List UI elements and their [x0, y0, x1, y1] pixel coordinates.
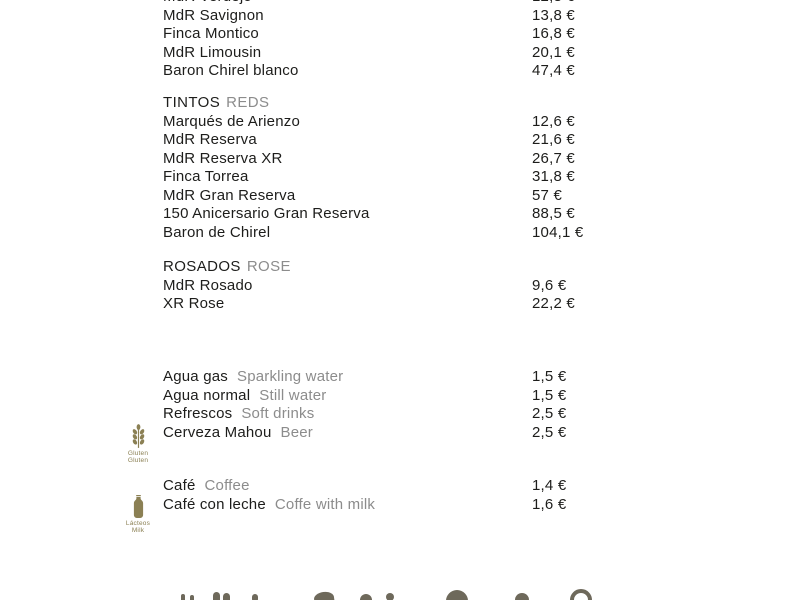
item-name: MdR Gran Reserva [163, 186, 296, 204]
item-name: Café [163, 477, 196, 494]
item-price: 12,8 € [532, 0, 575, 7]
item-name-en: Soft drinks [241, 405, 315, 422]
item-price: 21,6 € [532, 131, 575, 148]
item-price: 31,8 € [532, 168, 575, 185]
menu-item-row: MdR Reserva 21,6 € [163, 131, 683, 150]
allergen-icon [360, 594, 372, 600]
item-name: Finca Montico [163, 25, 259, 42]
allergen-icon [446, 590, 468, 600]
item-price: 20,1 € [532, 43, 575, 61]
section-red-wines: TINTOS REDS Marqués de Arienzo 12,6 € MdR Re… [163, 94, 683, 242]
gluten-wheat-icon [132, 424, 144, 448]
section-title-es: TINTOS [163, 94, 221, 111]
item-name: Baron Chirel blanco [163, 62, 299, 79]
menu-item-row: Finca Montico 16,8 € [163, 25, 683, 44]
menu-item-row: Café con leche Coffe with milk 1,6 € [163, 496, 683, 515]
item-price: 1,5 € [532, 386, 567, 404]
section-coffee: Café Coffee 1,4 € Café con leche Coffe with … [163, 477, 683, 514]
item-name: Café con leche [163, 495, 266, 513]
menu-item-row: Cerveza Mahou Beer 2,5 € [163, 424, 683, 443]
allergen-icon [181, 594, 185, 600]
item-price: 2,5 € [532, 423, 567, 441]
item-price: 13,8 € [532, 6, 575, 24]
menu-item-row: MdR Savignon 13,8 € [163, 7, 683, 26]
item-price: 26,7 € [532, 149, 575, 167]
menu-item-row: Baron Chirel blanco 47,4 € [163, 62, 683, 81]
milk-allergen-badge: Lácteos Milk [118, 495, 158, 534]
section-title-en: ROSE [246, 258, 291, 275]
item-price: 104,1 € [532, 223, 584, 241]
item-price: 57 € [532, 186, 562, 204]
item-name: Finca Torrea [163, 168, 249, 185]
menu-item-row: Agua gas Sparkling water 1,5 € [163, 368, 683, 387]
menu-item-row: MdR Verdejo 12,8 € [163, 0, 683, 7]
item-price: 88,5 € [532, 205, 575, 222]
menu-item-row: MdR Rosado 9,6 € [163, 277, 683, 296]
menu-item-row: Refrescos Soft drinks 2,5 € [163, 405, 683, 424]
menu-item-row: MdR Reserva XR 26,7 € [163, 150, 683, 169]
allergen-icon [386, 593, 394, 600]
menu-item-row: Finca Torrea 31,8 € [163, 168, 683, 187]
menu-item-row: MdR Limousin 20,1 € [163, 44, 683, 63]
item-name: Baron de Chirel [163, 223, 271, 241]
item-name: Refrescos [163, 405, 233, 422]
section-title-es: ROSADOS [163, 258, 241, 275]
item-price: 1,5 € [532, 368, 567, 385]
allergen-icon [515, 593, 529, 600]
menu-item-row: Café Coffee 1,4 € [163, 477, 683, 496]
section-rose-wines: ROSADOS ROSE MdR Rosado 9,6 € XR Rose 22,2 € [163, 258, 683, 314]
item-name: XR Rose [163, 295, 225, 312]
gluten-badge-label: Gluten Gluten [127, 450, 149, 464]
menu-item-row: Baron de Chirel 104,1 € [163, 224, 683, 243]
allergen-icon [252, 594, 258, 600]
item-price: 1,6 € [532, 495, 567, 513]
menu-item-row: Agua normal Still water 1,5 € [163, 387, 683, 406]
item-name-en: Beer [280, 423, 313, 441]
item-price: 22,2 € [532, 295, 575, 312]
item-price: 2,5 € [532, 405, 567, 422]
item-price: 16,8 € [532, 25, 575, 42]
menu-item-row: MdR Gran Reserva 57 € [163, 187, 683, 206]
item-name: MdR Limousin [163, 43, 262, 61]
allergen-icon [570, 589, 592, 600]
item-name-en: Coffee [204, 477, 250, 494]
menu-item-row: 150 Anicersario Gran Reserva 88,5 € [163, 205, 683, 224]
item-price: 1,4 € [532, 477, 567, 494]
item-name: Marqués de Arienzo [163, 112, 301, 130]
item-name: MdR Savignon [163, 6, 264, 24]
item-name: Cerveza Mahou [163, 423, 272, 441]
section-header: TINTOS REDS [163, 94, 683, 113]
allergen-icon [213, 592, 220, 600]
milk-badge-label: Lácteos Milk [125, 520, 151, 534]
item-name-en: Sparkling water [236, 368, 344, 385]
item-name: Agua gas [163, 368, 228, 385]
item-price: 12,6 € [532, 112, 575, 130]
item-price: 9,6 € [532, 276, 567, 294]
item-name: MdR Rosado [163, 276, 253, 294]
item-name-en: Still water [259, 386, 327, 404]
item-name-en: Coffe with milk [274, 495, 376, 513]
item-name: 150 Anicersario Gran Reserva [163, 205, 370, 222]
menu-item-row: XR Rose 22,2 € [163, 295, 683, 314]
section-header: ROSADOS ROSE [163, 258, 683, 277]
item-name: MdR Reserva XR [163, 149, 283, 167]
section-soft-drinks: Agua gas Sparkling water 1,5 € Agua normal S… [163, 368, 683, 442]
gluten-allergen-badge: Gluten Gluten [118, 424, 158, 464]
item-name: Agua normal [163, 386, 251, 404]
section-title-en: REDS [226, 94, 270, 111]
item-name: MdR Verdejo [163, 0, 252, 5]
item-price: 47,4 € [532, 62, 575, 79]
menu-item-row: Marqués de Arienzo 12,6 € [163, 113, 683, 132]
item-name: MdR Reserva [163, 131, 257, 148]
milk-bottle-icon [133, 495, 143, 518]
allergen-icon [313, 590, 335, 600]
